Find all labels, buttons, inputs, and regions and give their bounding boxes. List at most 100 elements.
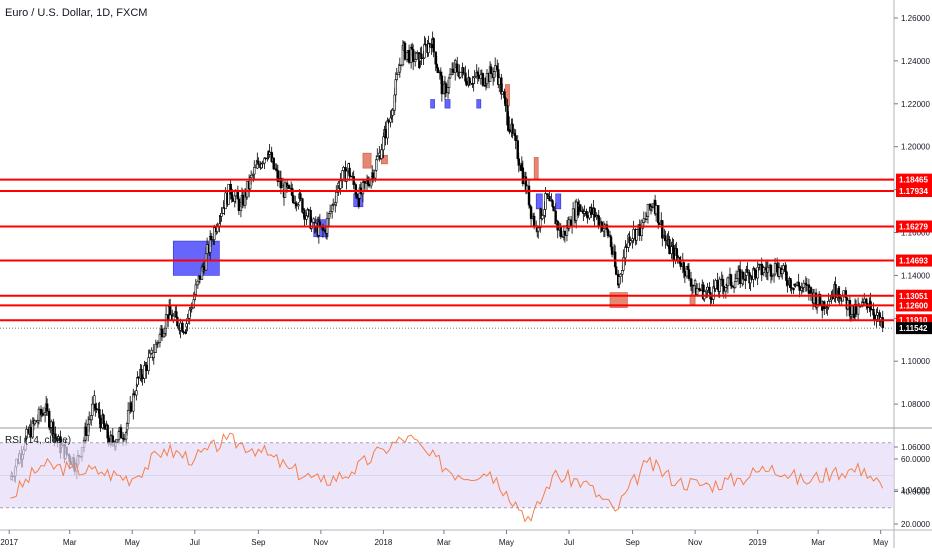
candle-body xyxy=(447,77,451,88)
candle-body xyxy=(762,267,765,273)
candle-body xyxy=(444,83,448,94)
candle-body xyxy=(202,266,206,271)
time-tick-label: May xyxy=(125,538,140,547)
bullish-zone xyxy=(172,240,220,276)
candle-body xyxy=(521,167,525,185)
candle-body xyxy=(420,53,423,60)
level-badge xyxy=(896,299,932,312)
candle-body xyxy=(687,269,691,279)
candle-body xyxy=(459,72,462,78)
candle-body xyxy=(668,239,671,255)
candle-body xyxy=(559,225,563,237)
candle-body xyxy=(124,432,128,440)
bearish-zone xyxy=(533,157,539,180)
candle-body xyxy=(661,220,664,239)
candle-body xyxy=(590,207,593,215)
candle-body xyxy=(635,229,638,241)
candle-body xyxy=(54,433,57,438)
candle-body xyxy=(276,170,280,182)
time-tick-label: Sep xyxy=(251,538,266,547)
candle-body xyxy=(827,300,830,308)
time-tick-label: 2019 xyxy=(749,538,767,547)
candle-body xyxy=(367,183,371,187)
candle-body xyxy=(158,333,162,343)
candle-body xyxy=(676,255,679,258)
time-tick-label: Nov xyxy=(314,538,328,547)
candle-body xyxy=(387,120,390,123)
level-badge xyxy=(896,254,932,267)
candle-body xyxy=(552,206,555,212)
candle-body xyxy=(407,50,411,63)
candle-body xyxy=(33,420,37,425)
candle-body xyxy=(679,263,682,267)
price-tick-label: 1.06000 xyxy=(901,443,930,452)
time-tick-label: 2018 xyxy=(375,538,393,547)
level-badge-label: 1.16279 xyxy=(899,223,928,232)
candle-body xyxy=(583,211,586,214)
candle-body xyxy=(714,280,717,289)
candle-body xyxy=(87,419,91,425)
candle-body xyxy=(391,109,394,116)
candle-body xyxy=(695,288,699,295)
rsi-title: RSI (14, close) xyxy=(5,435,72,446)
candle-body xyxy=(770,275,774,277)
candle-body xyxy=(481,73,485,86)
candle-body xyxy=(656,205,660,224)
candle-body xyxy=(865,298,868,304)
candle-body xyxy=(91,403,94,416)
candle-body xyxy=(632,229,635,239)
rsi-tick-label: 20.0000 xyxy=(901,520,930,529)
price-tick-label: 1.26000 xyxy=(901,14,930,23)
candle-body xyxy=(152,352,155,359)
candle-body xyxy=(773,263,777,275)
candle-body xyxy=(622,257,625,271)
candle-body xyxy=(672,244,675,260)
level-badge xyxy=(896,289,932,302)
candle-body xyxy=(37,408,41,421)
level-badge xyxy=(896,185,932,198)
candle-body xyxy=(614,266,618,275)
candle-body xyxy=(279,177,283,189)
candle-body xyxy=(119,427,123,439)
candle-body xyxy=(299,193,302,200)
candle-body xyxy=(181,322,184,333)
last-price-badge xyxy=(896,322,932,335)
candle-body xyxy=(850,305,854,315)
candle-body xyxy=(164,314,168,329)
candle-body xyxy=(699,289,702,292)
candle-body xyxy=(234,191,238,197)
candle-body xyxy=(683,271,687,277)
candle-body xyxy=(414,59,417,62)
candle-body xyxy=(375,159,378,171)
candle-body xyxy=(606,229,610,237)
candle-body xyxy=(156,342,160,344)
candle-body xyxy=(179,322,182,331)
candle-body xyxy=(99,417,102,429)
candle-body xyxy=(245,181,249,198)
candle-body xyxy=(593,208,596,218)
candle-body xyxy=(462,67,465,74)
candle-body xyxy=(873,314,876,320)
candle-body xyxy=(537,227,540,232)
candle-body xyxy=(706,286,709,291)
candle-body xyxy=(148,352,151,358)
candle-body xyxy=(231,198,234,202)
rsi-series-line xyxy=(10,432,884,523)
candle-body xyxy=(93,395,96,405)
price-tick-label: 1.04000 xyxy=(901,486,930,495)
level-badge-label: 1.11910 xyxy=(899,316,928,325)
candle-body xyxy=(111,435,114,443)
candle-body xyxy=(722,285,726,292)
candle-body xyxy=(371,172,375,179)
bullish-zone xyxy=(444,99,451,109)
bullish-zone xyxy=(535,193,543,210)
candle-body xyxy=(563,230,567,236)
candle-body xyxy=(629,240,632,244)
level-badge xyxy=(896,173,932,186)
candle-body xyxy=(610,246,614,255)
candle-body xyxy=(339,180,342,189)
candle-body xyxy=(430,43,433,49)
candle-body xyxy=(842,290,845,296)
candle-body xyxy=(224,192,227,210)
